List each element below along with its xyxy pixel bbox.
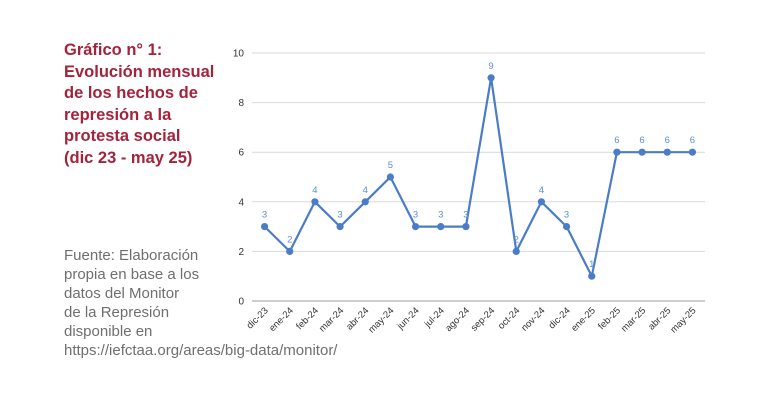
data-point	[663, 148, 671, 156]
data-point	[336, 223, 344, 231]
data-point	[638, 148, 646, 156]
y-tick-label: 6	[238, 148, 244, 159]
x-tick-label: jun-24	[395, 305, 422, 332]
data-label: 2	[287, 234, 292, 245]
x-tick-label: ago-24	[443, 305, 472, 334]
data-point	[260, 223, 269, 231]
chart-title: Gráfico n° 1: Evolución mensual de los h…	[64, 40, 244, 169]
data-label: 9	[488, 61, 493, 72]
data-point	[512, 247, 520, 255]
x-tick-label: may-24	[366, 305, 396, 335]
data-point	[411, 223, 420, 231]
data-label: 3	[262, 210, 267, 221]
x-tick-label: ene-25	[569, 305, 598, 334]
series-line	[263, 76, 693, 278]
x-tick-label: feb-25	[596, 305, 623, 332]
data-point	[437, 223, 445, 231]
source-line: datos del Monitor	[64, 285, 180, 302]
x-tick-label: oct-24	[496, 305, 522, 331]
source-line: de la Represión	[64, 304, 170, 321]
title-line: represión a la	[64, 105, 172, 124]
data-point	[386, 173, 395, 181]
data-label: 4	[312, 185, 317, 196]
data-label: 3	[438, 210, 443, 221]
data-label: 3	[463, 210, 468, 221]
x-tick-label: sep-24	[469, 305, 497, 333]
x-tick-label: ene-24	[267, 305, 296, 334]
data-point	[286, 247, 294, 255]
title-line: (dic 23 - may 25)	[64, 148, 193, 167]
data-label: 4	[539, 185, 544, 196]
source-line: Fuente: Elaboración	[64, 247, 199, 264]
data-label: 3	[337, 210, 342, 221]
data-label: 6	[614, 135, 619, 146]
data-point	[562, 223, 571, 231]
data-point	[487, 74, 495, 82]
y-tick-label: 2	[238, 247, 244, 258]
source-line: disponible en	[64, 323, 153, 340]
x-tick-label: feb-24	[294, 305, 321, 332]
data-label: 4	[363, 185, 368, 196]
data-label: 3	[564, 210, 569, 221]
title-line: de los hechos de	[64, 84, 198, 102]
y-tick-label: 4	[238, 197, 244, 208]
y-tick-label: 8	[238, 98, 244, 109]
x-tick-label: dic-23	[245, 305, 271, 331]
title-line: protesta social	[64, 127, 181, 145]
data-point	[588, 272, 596, 280]
data-point	[311, 198, 319, 206]
x-tick-label: may-25	[668, 305, 698, 335]
data-point	[537, 198, 546, 206]
title-line: Evolución mensual	[64, 62, 215, 81]
x-tick-label: mar-24	[317, 305, 346, 334]
data-label: 5	[388, 160, 393, 171]
source-link[interactable]: https://iefctaa.org/areas/big-data/monit…	[64, 342, 338, 359]
x-tick-label: dic-24	[547, 305, 573, 331]
data-label: 1	[589, 259, 594, 270]
source-note: Fuente: Elaboración propia en base a los…	[64, 246, 364, 360]
y-tick-label: 0	[238, 297, 244, 308]
source-line: propia en base a los	[64, 266, 200, 283]
data-point	[688, 148, 697, 156]
data-label: 2	[514, 234, 519, 245]
data-label: 6	[665, 135, 670, 146]
x-tick-label: mar-25	[619, 305, 648, 334]
title-line: Gráfico n° 1:	[64, 41, 163, 59]
data-point	[361, 198, 369, 206]
data-point	[613, 148, 621, 156]
data-label: 6	[639, 135, 644, 146]
data-point	[462, 223, 470, 231]
data-label: 3	[413, 210, 418, 221]
x-tick-label: nov-24	[519, 305, 547, 333]
data-label: 6	[690, 135, 695, 146]
y-tick-label: 10	[233, 49, 245, 60]
